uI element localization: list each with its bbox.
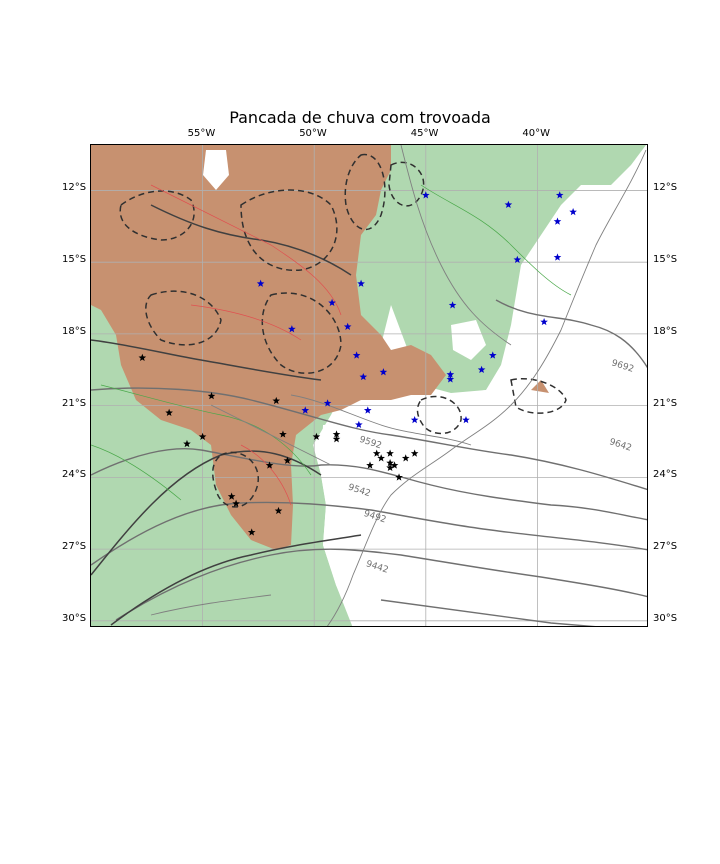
station-star-black <box>265 461 274 469</box>
station-star-black <box>332 430 341 438</box>
station-star-blue <box>422 191 430 199</box>
station-star-blue <box>410 415 419 424</box>
map-panel: 9692 9642 9592 9542 9492 9442 <box>90 144 648 627</box>
lat-tick-label-right: 18°S <box>653 325 678 337</box>
station-star-blue <box>462 415 470 424</box>
station-star-blue <box>569 207 577 216</box>
station-star-blue <box>555 191 564 199</box>
station-star-blue <box>446 370 455 378</box>
lat-tick-label-left: 27°S <box>62 541 87 553</box>
white-strip-east <box>511 145 647 626</box>
station-star-blue <box>363 406 372 414</box>
lon-tick-label: 40°W <box>522 128 551 139</box>
station-star-black <box>165 408 173 417</box>
station-star-black <box>366 461 374 469</box>
station-star-black <box>183 439 191 448</box>
station-star-blue <box>359 372 368 381</box>
map-title: Pancada de chuva com trovoada <box>229 108 491 127</box>
station-star-black <box>332 435 341 443</box>
station-star-blue <box>323 399 332 407</box>
lon-tick-label: 55°W <box>187 128 216 139</box>
station-star-black <box>227 492 236 500</box>
station-star-black <box>410 449 419 457</box>
black-stations <box>138 353 419 536</box>
station-star-blue <box>288 325 296 333</box>
station-star-blue <box>553 253 562 261</box>
station-star-black <box>390 461 399 469</box>
lon-tick-label: 45°W <box>410 128 439 139</box>
brown-patch-southeast <box>531 380 549 393</box>
station-star-black <box>272 396 281 405</box>
station-star-blue <box>256 279 265 287</box>
station-star-blue <box>355 420 363 428</box>
lat-tick-label-left: 12°S <box>62 182 87 194</box>
thin-contours <box>91 184 572 506</box>
lat-tick-label-right: 12°S <box>653 182 678 194</box>
lat-tick-label-right: 21°S <box>653 397 678 409</box>
white-blob-north <box>203 150 229 190</box>
map-grid <box>91 145 647 626</box>
lat-tick-label-left: 15°S <box>62 254 87 266</box>
station-star-blue <box>504 200 513 209</box>
station-star-black <box>312 432 321 440</box>
white-blob-east <box>451 320 486 360</box>
lat-tick-label-right: 15°S <box>653 254 678 266</box>
station-star-blue <box>328 298 336 307</box>
station-star-blue <box>379 368 388 376</box>
station-star-blue <box>488 351 497 359</box>
station-star-black <box>395 473 403 481</box>
station-star-blue <box>357 279 365 287</box>
station-star-black <box>279 430 287 438</box>
station-star-black <box>198 432 207 440</box>
station-star-blue <box>343 322 352 330</box>
station-star-blue <box>352 351 361 359</box>
station-star-black <box>377 454 385 462</box>
station-star-black <box>372 449 381 457</box>
station-star-black <box>283 456 292 464</box>
brown-area <box>91 145 446 550</box>
blue-stations <box>256 191 577 428</box>
coastline-borders <box>150 145 647 626</box>
station-star-black <box>386 459 394 467</box>
station-star-blue <box>477 365 486 373</box>
station-star-blue <box>540 317 548 326</box>
lat-tick-label-left: 21°S <box>62 397 87 409</box>
lat-tick-label-right: 24°S <box>653 469 678 481</box>
lat-tick-label-left: 18°S <box>62 325 87 337</box>
lat-tick-label-left: 24°S <box>62 469 87 481</box>
station-star-black <box>274 506 283 515</box>
station-star-black <box>138 353 147 362</box>
station-star-black <box>401 454 410 462</box>
station-star-blue <box>553 217 562 225</box>
lat-tick-label-right: 27°S <box>653 541 678 553</box>
lat-tick-label-left: 30°S <box>62 612 87 624</box>
dashed-contours <box>119 153 567 508</box>
station-star-black <box>247 528 256 536</box>
station-star-blue <box>301 406 310 414</box>
height-contours <box>91 299 647 626</box>
station-star-black <box>386 449 394 457</box>
station-star-black <box>386 463 394 472</box>
station-star-blue <box>448 301 457 309</box>
station-star-blue <box>513 255 522 264</box>
station-star-black <box>232 499 240 507</box>
station-star-blue <box>446 375 455 383</box>
lon-tick-label: 50°W <box>299 128 327 139</box>
lat-tick-label-right: 30°S <box>653 612 678 624</box>
coastal-white-area <box>321 375 541 626</box>
station-star-black <box>207 392 216 400</box>
